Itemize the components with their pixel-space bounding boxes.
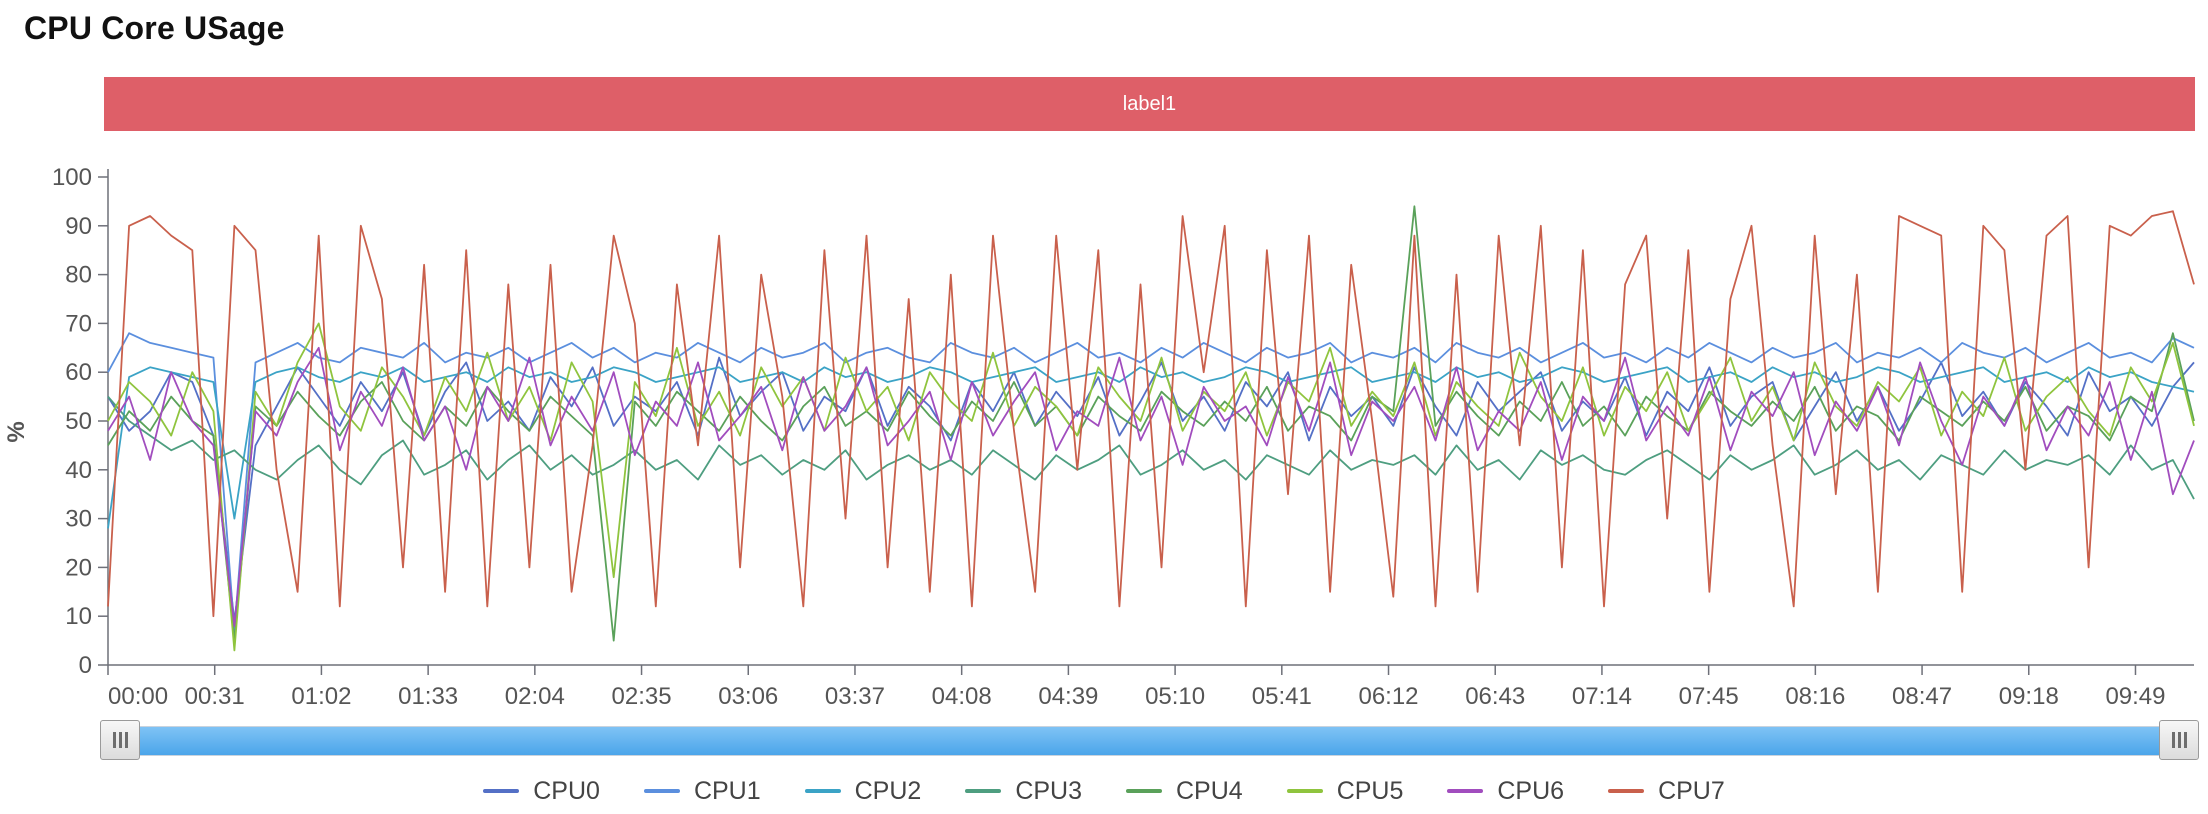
legend-item-cpu5[interactable]: CPU5	[1286, 776, 1404, 806]
legend-label: CPU1	[693, 776, 761, 805]
cpu-usage-chart: 0 10 20 30 40 50 60 70 80 90 100% 00:00 00:31 01:02 01…	[3, 164, 2195, 710]
legend-item-cpu7[interactable]: CPU7	[1608, 777, 1725, 806]
legend-swatch	[1608, 789, 1645, 793]
x-tick-label: 05:41	[1252, 683, 1312, 710]
legend-label: CPU6	[1497, 776, 1565, 805]
x-tick-label: 00:31	[185, 683, 245, 710]
legend-swatch	[1447, 789, 1484, 793]
x-tick-label: 06:12	[1358, 683, 1418, 710]
y-axis-title: %	[3, 421, 30, 442]
legend-label: CPU3	[1015, 776, 1082, 805]
x-tick-label: 06:43	[1465, 683, 1525, 710]
chart-legend: CPU0 CPU1 CPU2 CPU3 CPU4 CPU5 CPU6 CPU7	[0, 774, 2208, 808]
y-tick-label: 100	[52, 164, 92, 191]
y-tick-label: 0	[79, 652, 92, 679]
x-tick-label: 02:04	[505, 683, 565, 710]
y-tick-label: 90	[65, 213, 92, 240]
label-banner: label1	[104, 77, 2195, 131]
x-tick-label: 05:10	[1145, 683, 1205, 710]
x-tick-label: 09:49	[2105, 683, 2165, 710]
x-tick-label: 09:18	[1999, 683, 2059, 710]
series-line-cpu1	[107, 332, 2195, 632]
legend-label: CPU2	[854, 776, 922, 805]
x-tick-label: 07:14	[1572, 683, 1632, 710]
chart-title: CPU Core USage	[24, 10, 285, 46]
zoom-slider-start-handle[interactable]	[100, 720, 140, 760]
y-tick-label: 50	[65, 408, 92, 435]
legend-item-cpu6[interactable]: CPU6	[1447, 777, 1564, 806]
legend-item-cpu4[interactable]: CPU4	[1126, 777, 1243, 806]
legend-swatch	[1286, 789, 1323, 793]
legend-item-cpu2[interactable]: CPU2	[804, 776, 922, 806]
y-tick-label: 20	[65, 554, 92, 581]
legend-item-cpu0[interactable]: CPU0	[483, 777, 600, 806]
y-tick-label: 80	[65, 262, 92, 289]
y-tick-label: 10	[65, 603, 92, 630]
x-tick-label: 04:39	[1038, 683, 1098, 710]
zoom-slider[interactable]	[100, 720, 2199, 760]
zoom-slider-track[interactable]	[104, 726, 2195, 756]
x-tick-label: 07:45	[1679, 683, 1739, 710]
series-line-cpu0	[107, 356, 2195, 622]
legend-swatch	[965, 789, 1002, 793]
legend-swatch	[1126, 789, 1162, 793]
legend-label: CPU0	[533, 776, 600, 805]
legend-swatch	[483, 789, 520, 793]
x-tick-label: 08:47	[1892, 683, 1952, 710]
legend-label: CPU7	[1658, 776, 1725, 805]
legend-label: CPU5	[1336, 776, 1404, 805]
x-tick-label: 01:33	[398, 683, 458, 710]
x-tick-label: 02:35	[612, 683, 672, 710]
legend-item-cpu1[interactable]: CPU1	[643, 776, 761, 806]
series-line-cpu3	[107, 396, 2195, 500]
legend-swatch	[804, 789, 841, 793]
legend-swatch	[643, 789, 680, 793]
x-tick-label: 00:00	[108, 683, 168, 710]
x-tick-label: 03:37	[825, 683, 885, 710]
legend-label: CPU4	[1176, 776, 1243, 805]
series-line-cpu7	[107, 210, 2195, 618]
legend-item-cpu3[interactable]: CPU3	[965, 777, 1082, 806]
x-tick-label: 08:16	[1785, 683, 1845, 710]
y-tick-label: 40	[65, 457, 92, 484]
x-tick-label: 04:08	[932, 683, 992, 710]
y-tick-label: 30	[65, 506, 92, 533]
y-tick-label: 60	[65, 359, 92, 386]
x-tick-label: 03:06	[718, 683, 778, 710]
zoom-slider-end-handle[interactable]	[2159, 720, 2199, 760]
x-tick-label: 01:02	[291, 683, 351, 710]
y-tick-label: 70	[65, 310, 92, 337]
